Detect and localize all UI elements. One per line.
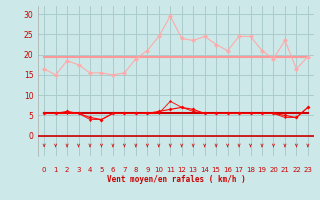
X-axis label: Vent moyen/en rafales ( km/h ): Vent moyen/en rafales ( km/h ) [107, 174, 245, 184]
